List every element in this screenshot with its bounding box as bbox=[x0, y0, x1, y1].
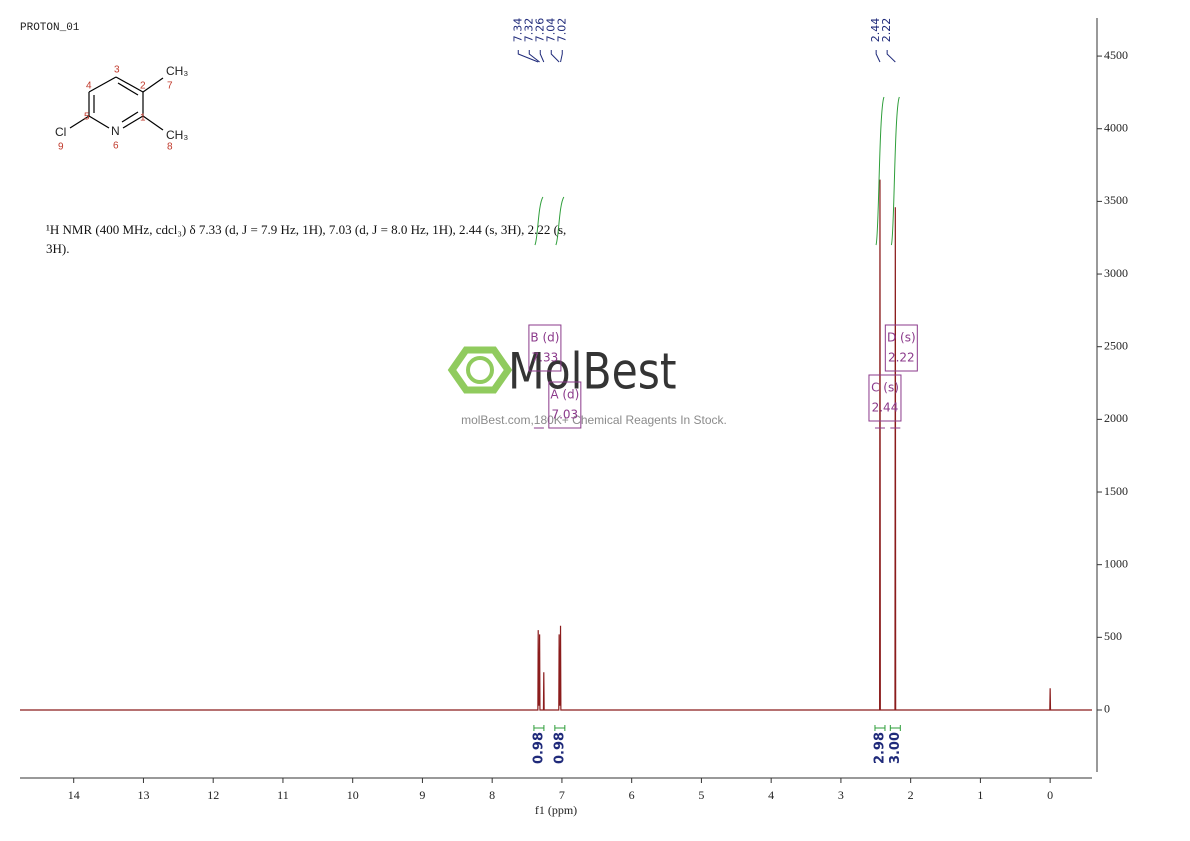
integral-label: 2.98 bbox=[872, 732, 887, 764]
peak-leader bbox=[517, 50, 539, 63]
atom: N bbox=[111, 124, 120, 138]
y-tick-label: 2000 bbox=[1104, 411, 1128, 425]
spectrum-title: PROTON_01 bbox=[20, 22, 80, 34]
peak-label: 7.04 bbox=[544, 18, 557, 43]
x-tick-label: 12 bbox=[207, 788, 219, 802]
multiplet-label: C (s) bbox=[871, 381, 899, 395]
spectrum-line bbox=[20, 179, 1092, 711]
x-tick-label: 4 bbox=[768, 788, 774, 802]
atom-number: 5 bbox=[84, 112, 90, 123]
integral-curve bbox=[534, 196, 544, 246]
atom: CH₃ bbox=[166, 128, 188, 142]
logo bbox=[447, 346, 513, 394]
multiplet-box bbox=[528, 324, 562, 372]
peak-leader bbox=[539, 50, 545, 63]
multiplet-shift: 7.33 bbox=[532, 351, 559, 365]
y-tick-label: 1500 bbox=[1104, 484, 1128, 498]
integral-bracket bbox=[889, 725, 901, 731]
x-tick-label: 10 bbox=[347, 788, 359, 802]
x-tick-label: 9 bbox=[419, 788, 425, 802]
integral-bracket bbox=[554, 725, 566, 731]
integral-curve bbox=[875, 96, 885, 246]
peak-leader bbox=[528, 50, 540, 63]
multiplet-box bbox=[884, 324, 918, 372]
bond bbox=[88, 76, 117, 93]
y-tick-label: 3000 bbox=[1104, 266, 1128, 280]
x-tick-label: 6 bbox=[629, 788, 635, 802]
watermark: MolBest molBest.com,180K+ Chemical Reage… bbox=[447, 342, 727, 427]
peak-leader bbox=[875, 50, 881, 63]
bond bbox=[142, 77, 164, 93]
peak-label: 7.26 bbox=[533, 18, 546, 43]
y-tick-label: 500 bbox=[1104, 629, 1122, 643]
peak-label: 2.44 bbox=[869, 18, 882, 43]
bond bbox=[122, 115, 144, 129]
peak-label: 7.34 bbox=[511, 18, 524, 43]
integral-curve bbox=[890, 96, 900, 246]
peak-label: 2.22 bbox=[880, 18, 893, 43]
bond bbox=[142, 115, 164, 131]
bond bbox=[117, 82, 139, 96]
y-tick-label: 4500 bbox=[1104, 48, 1128, 62]
peak-label: 7.32 bbox=[522, 18, 535, 43]
x-tick-label: 2 bbox=[908, 788, 914, 802]
multiplet-shift: 2.44 bbox=[872, 401, 899, 415]
x-axis-label: f1 (ppm) bbox=[535, 803, 577, 817]
integral-curve bbox=[555, 196, 565, 246]
bond bbox=[121, 111, 139, 123]
atom: CH₃ bbox=[166, 64, 188, 78]
atom-number: 2 bbox=[140, 81, 146, 92]
x-tick-label: 3 bbox=[838, 788, 844, 802]
y-tick-label: 4000 bbox=[1104, 120, 1128, 134]
molecule: CH₃ N Cl CH₃ 3 4 2 5 1 6 7 8 9 bbox=[55, 64, 188, 152]
multiplet-label: B (d) bbox=[530, 331, 559, 345]
integral-label: 0.98 bbox=[531, 732, 546, 764]
x-tick-label: 1 bbox=[977, 788, 983, 802]
multiplet-box bbox=[868, 374, 902, 422]
multiplet-shift: 2.22 bbox=[888, 351, 915, 365]
peak-leader bbox=[886, 50, 896, 63]
bond bbox=[69, 115, 90, 129]
x-tick-label: 0 bbox=[1047, 788, 1053, 802]
multiplet-label: D (s) bbox=[887, 331, 916, 345]
x-tick-label: 14 bbox=[68, 788, 80, 802]
atom: Cl bbox=[55, 125, 66, 139]
watermark-tagline: molBest.com,180K+ Chemical Reagents In S… bbox=[461, 413, 727, 427]
atom-number: 1 bbox=[140, 113, 146, 124]
atom-number: 8 bbox=[167, 142, 173, 153]
atom-number: 3 bbox=[114, 65, 120, 76]
x-tick-label: 8 bbox=[489, 788, 495, 802]
y-tick-label: 3500 bbox=[1104, 193, 1128, 207]
atom-number: 7 bbox=[167, 81, 173, 92]
atom-number: 4 bbox=[86, 81, 92, 92]
x-tick-label: 5 bbox=[698, 788, 704, 802]
y-tick-label: 0 bbox=[1104, 702, 1110, 716]
x-tick-label: 13 bbox=[137, 788, 149, 802]
peak-leader bbox=[560, 50, 563, 63]
multiplet-label: A (d) bbox=[550, 388, 579, 402]
y-tick-label: 2500 bbox=[1104, 338, 1128, 352]
nmr-description: ¹H NMR (400 MHz, cdcl₃) δ 7.33 (d, J = 7… bbox=[46, 222, 567, 256]
atom-number: 6 bbox=[113, 141, 119, 152]
x-tick-label: 11 bbox=[277, 788, 289, 802]
x-tick-label: 7 bbox=[559, 788, 565, 802]
bond bbox=[88, 115, 110, 129]
integral-label: 0.98 bbox=[552, 732, 567, 764]
logo bbox=[466, 356, 494, 384]
atom-number: 9 bbox=[58, 142, 64, 153]
peak-leader bbox=[550, 50, 560, 63]
y-tick-label: 1000 bbox=[1104, 556, 1128, 570]
peak-label: 7.02 bbox=[555, 18, 568, 43]
multiplet-shift: 7.03 bbox=[551, 408, 578, 422]
integral-bracket bbox=[533, 725, 545, 731]
integral-bracket bbox=[874, 725, 886, 731]
integral-label: 3.00 bbox=[888, 732, 903, 764]
bond bbox=[115, 76, 144, 93]
